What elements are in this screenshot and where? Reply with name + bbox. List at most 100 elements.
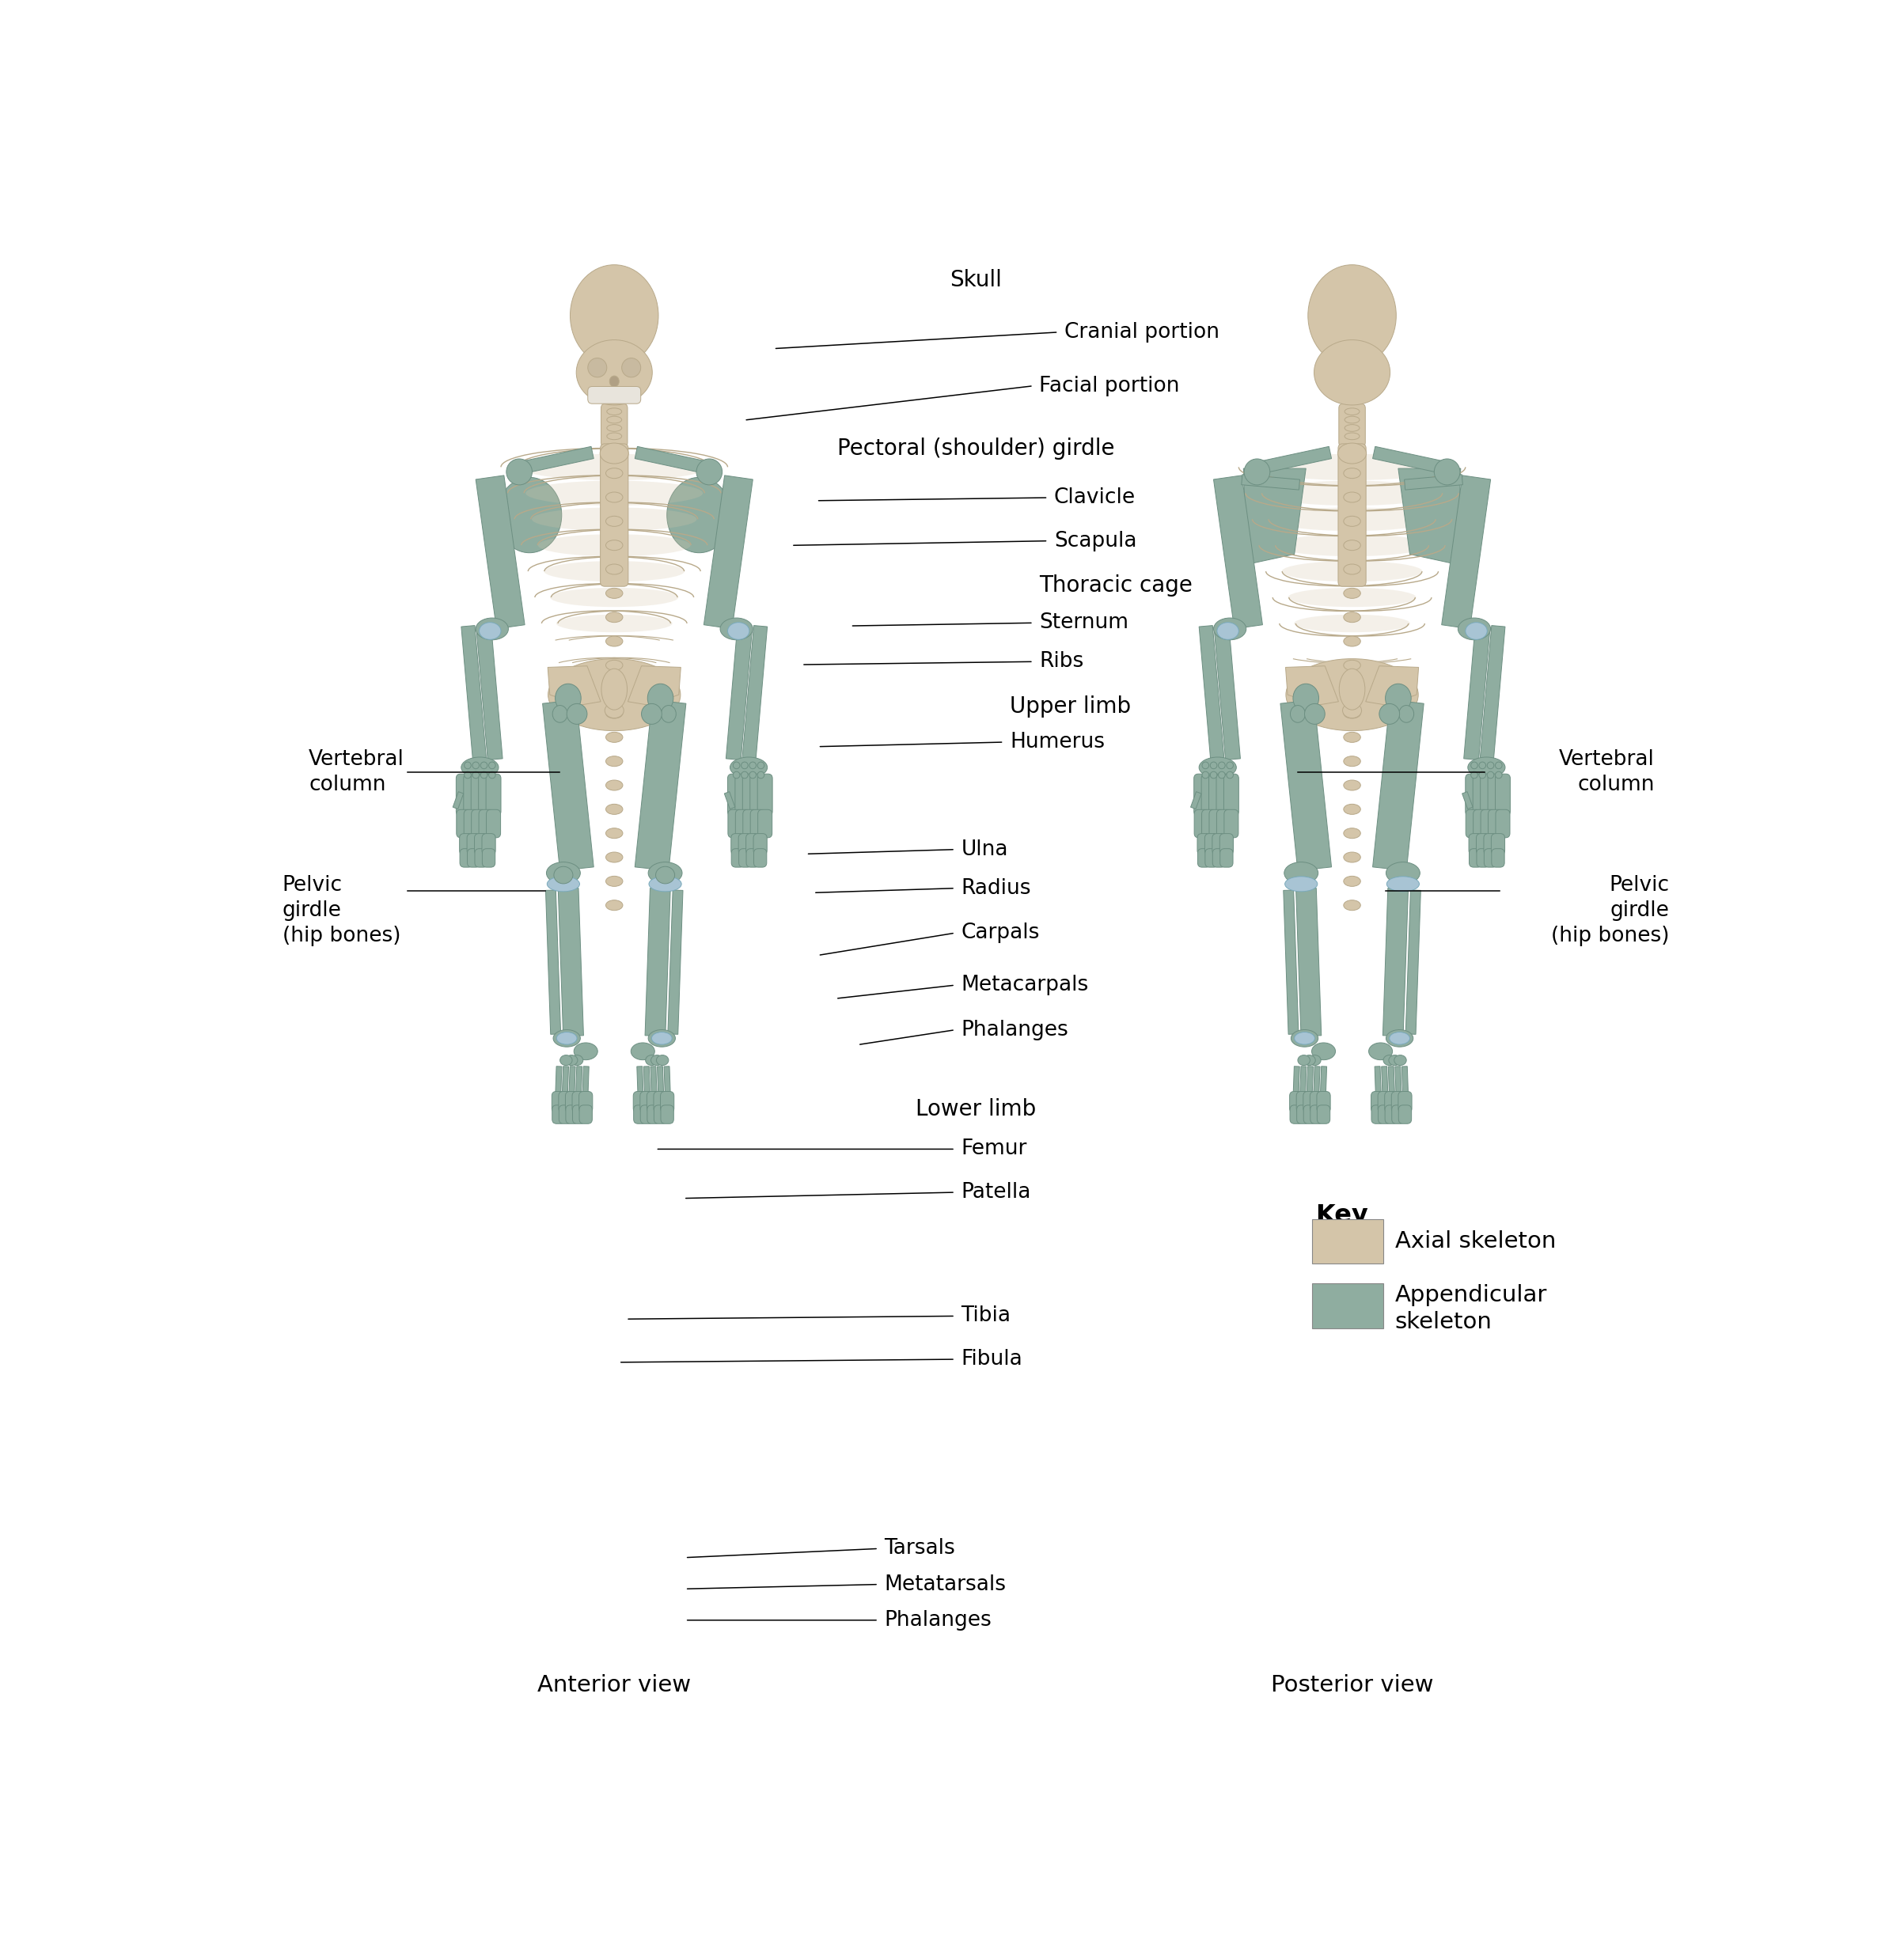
Ellipse shape — [1468, 757, 1506, 778]
FancyBboxPatch shape — [1483, 834, 1497, 856]
Ellipse shape — [1200, 757, 1236, 778]
Text: Cranial portion: Cranial portion — [1064, 321, 1219, 343]
Ellipse shape — [649, 877, 682, 892]
Polygon shape — [1405, 474, 1462, 490]
FancyBboxPatch shape — [647, 1092, 661, 1113]
Ellipse shape — [720, 618, 752, 641]
FancyBboxPatch shape — [647, 1105, 661, 1123]
FancyBboxPatch shape — [1312, 1220, 1382, 1264]
FancyBboxPatch shape — [1497, 809, 1510, 838]
FancyBboxPatch shape — [486, 809, 501, 838]
Polygon shape — [575, 1067, 583, 1094]
Ellipse shape — [1472, 763, 1478, 769]
FancyBboxPatch shape — [565, 1092, 579, 1113]
Ellipse shape — [1344, 660, 1361, 670]
Ellipse shape — [605, 492, 623, 503]
Polygon shape — [1388, 1067, 1394, 1094]
Polygon shape — [1241, 474, 1300, 490]
Ellipse shape — [1217, 621, 1240, 639]
Polygon shape — [548, 666, 600, 705]
Polygon shape — [1319, 1067, 1327, 1094]
Ellipse shape — [1291, 1030, 1318, 1047]
Polygon shape — [461, 625, 486, 761]
Text: Clavicle: Clavicle — [1055, 488, 1135, 507]
Ellipse shape — [560, 1055, 573, 1065]
FancyBboxPatch shape — [1483, 848, 1497, 867]
Ellipse shape — [1344, 637, 1361, 647]
Polygon shape — [1215, 625, 1240, 761]
Ellipse shape — [1211, 772, 1217, 778]
Ellipse shape — [605, 612, 623, 621]
Ellipse shape — [567, 703, 586, 724]
Ellipse shape — [655, 867, 674, 883]
FancyBboxPatch shape — [1224, 774, 1240, 815]
FancyBboxPatch shape — [750, 809, 765, 838]
Text: Femur: Femur — [962, 1138, 1026, 1160]
Text: Humerus: Humerus — [1009, 732, 1104, 753]
Ellipse shape — [1466, 621, 1487, 639]
Polygon shape — [634, 447, 708, 474]
FancyBboxPatch shape — [750, 774, 765, 815]
FancyBboxPatch shape — [560, 1105, 571, 1123]
Ellipse shape — [1291, 705, 1306, 722]
Ellipse shape — [531, 507, 697, 530]
Ellipse shape — [1308, 1055, 1321, 1065]
Polygon shape — [1213, 476, 1262, 629]
Ellipse shape — [1295, 1032, 1316, 1044]
Ellipse shape — [1495, 763, 1502, 769]
Ellipse shape — [647, 862, 682, 885]
Ellipse shape — [526, 480, 703, 505]
Ellipse shape — [1344, 434, 1359, 439]
FancyBboxPatch shape — [758, 809, 773, 838]
Polygon shape — [558, 889, 583, 1036]
Ellipse shape — [1344, 852, 1361, 862]
Polygon shape — [1382, 1067, 1388, 1094]
Polygon shape — [651, 1067, 657, 1094]
Ellipse shape — [645, 1055, 657, 1065]
Polygon shape — [1401, 1067, 1409, 1094]
Ellipse shape — [1344, 408, 1359, 414]
Ellipse shape — [546, 862, 581, 885]
Ellipse shape — [605, 877, 623, 887]
Ellipse shape — [1386, 1030, 1413, 1047]
Text: Sternum: Sternum — [1040, 612, 1129, 633]
FancyBboxPatch shape — [735, 774, 750, 815]
Ellipse shape — [1344, 424, 1359, 432]
Ellipse shape — [647, 1030, 676, 1047]
Ellipse shape — [1344, 877, 1361, 887]
Ellipse shape — [605, 469, 623, 478]
FancyBboxPatch shape — [1339, 403, 1365, 447]
Polygon shape — [1314, 1067, 1319, 1094]
Ellipse shape — [605, 563, 623, 575]
Polygon shape — [1441, 476, 1491, 629]
Ellipse shape — [1434, 459, 1460, 484]
Ellipse shape — [1339, 443, 1367, 463]
FancyBboxPatch shape — [1476, 834, 1491, 856]
FancyBboxPatch shape — [1289, 1092, 1302, 1113]
Ellipse shape — [733, 763, 741, 769]
Polygon shape — [1243, 469, 1306, 565]
FancyBboxPatch shape — [565, 1105, 579, 1123]
FancyBboxPatch shape — [1495, 774, 1510, 815]
Text: Scapula: Scapula — [1055, 530, 1137, 552]
Ellipse shape — [605, 829, 623, 838]
FancyBboxPatch shape — [1310, 1105, 1323, 1123]
Ellipse shape — [661, 705, 676, 722]
FancyBboxPatch shape — [1312, 1284, 1382, 1328]
Ellipse shape — [489, 772, 495, 778]
Text: Ulna: Ulna — [962, 838, 1007, 860]
FancyBboxPatch shape — [573, 1105, 585, 1123]
Ellipse shape — [605, 589, 623, 598]
FancyBboxPatch shape — [465, 809, 478, 838]
Ellipse shape — [1479, 772, 1485, 778]
Polygon shape — [1464, 625, 1491, 761]
FancyBboxPatch shape — [661, 1092, 674, 1113]
FancyBboxPatch shape — [1220, 834, 1234, 856]
FancyBboxPatch shape — [478, 809, 493, 838]
FancyBboxPatch shape — [1217, 774, 1232, 815]
Ellipse shape — [607, 424, 623, 432]
Ellipse shape — [1257, 453, 1447, 480]
FancyBboxPatch shape — [1201, 809, 1217, 838]
Ellipse shape — [1344, 709, 1361, 718]
FancyBboxPatch shape — [459, 834, 472, 856]
